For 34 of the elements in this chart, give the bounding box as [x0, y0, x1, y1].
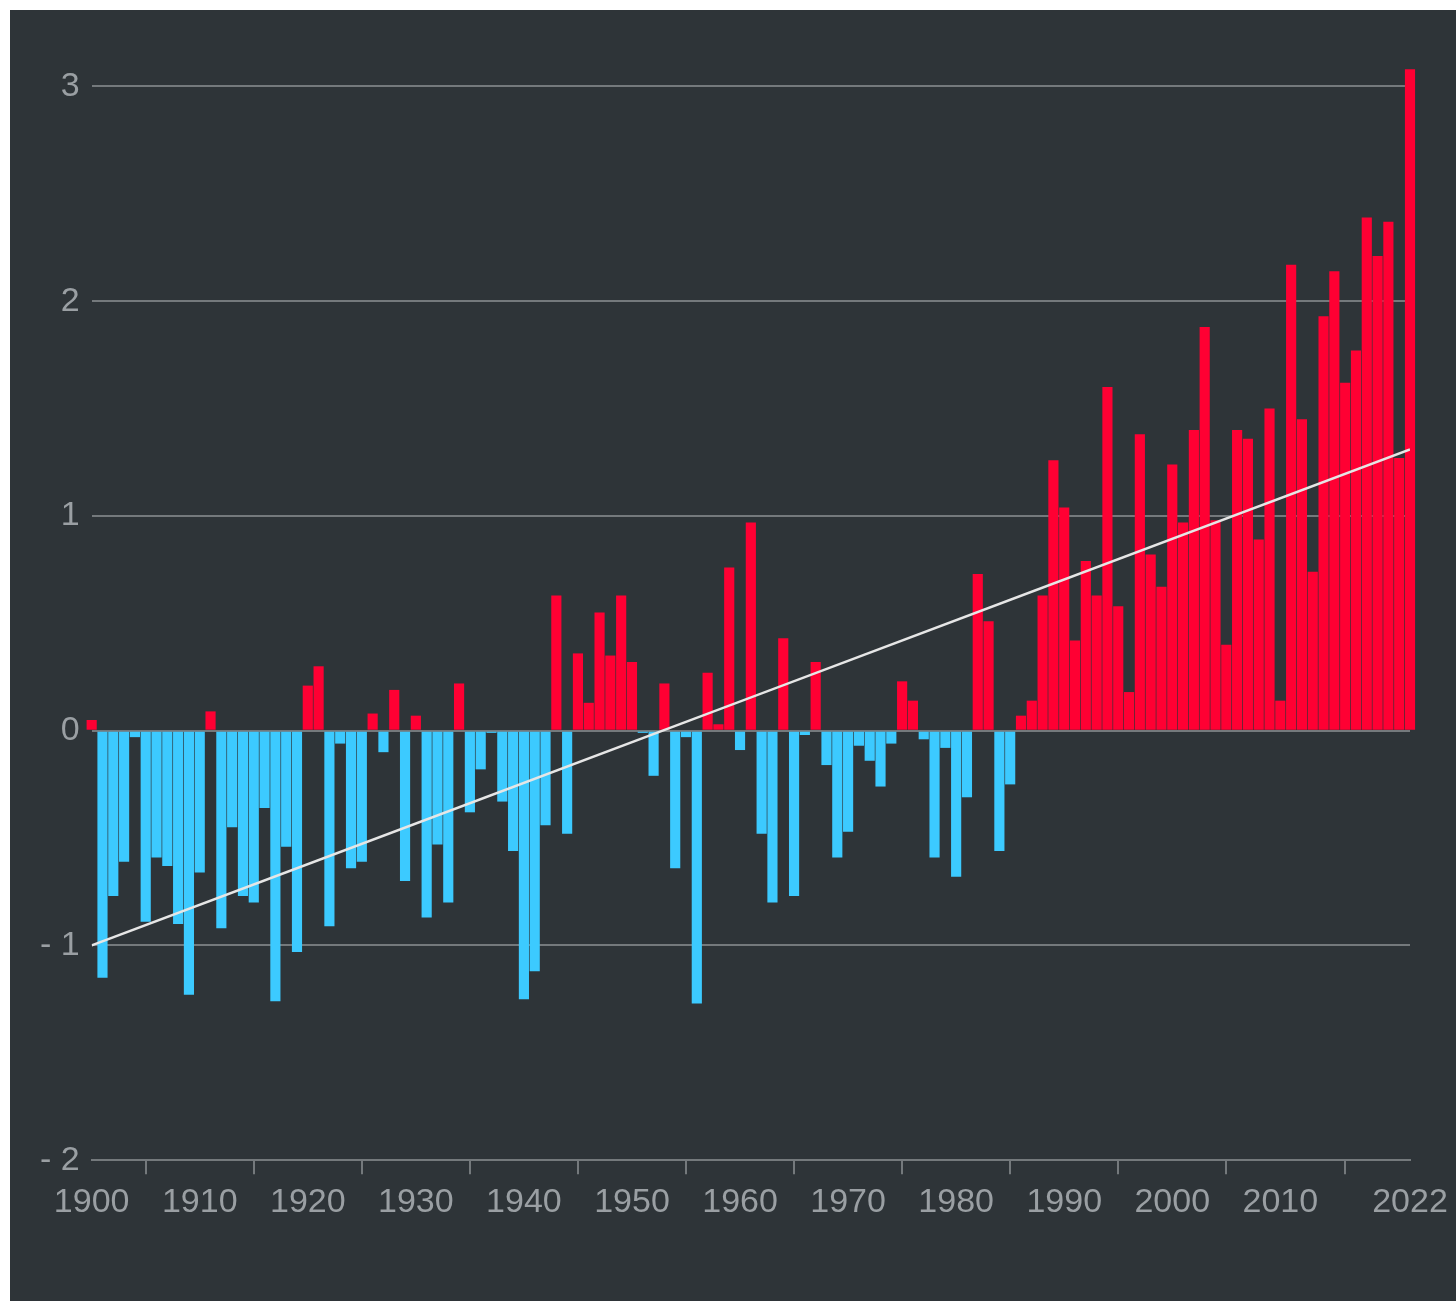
bar: [86, 719, 97, 730]
x-tick-label: 1970: [810, 1180, 886, 1219]
x-tick-label: 1950: [594, 1180, 670, 1219]
bar: [389, 689, 400, 730]
x-tick-label: 1990: [1026, 1180, 1103, 1219]
y-tick-label: 3: [60, 64, 80, 103]
bar: [378, 731, 389, 753]
y-tick-label: - 2: [39, 1138, 80, 1177]
bar: [778, 638, 789, 730]
bar: [659, 683, 670, 730]
x-tick-label: 1930: [378, 1180, 454, 1219]
y-tick-label: 2: [60, 279, 80, 318]
bar: [551, 595, 562, 730]
y-tick-label: 0: [60, 709, 80, 748]
bar: [454, 683, 465, 730]
x-tick-label: 1960: [702, 1180, 778, 1219]
bar: [410, 715, 421, 730]
x-tick-label: 2010: [1242, 1180, 1319, 1219]
bar: [810, 661, 821, 730]
bar: [399, 731, 411, 882]
x-tick-label: 1940: [486, 1180, 562, 1219]
bar: [734, 731, 746, 751]
x-tick-label: 1920: [269, 1180, 346, 1219]
bar: [562, 731, 573, 834]
bar: [745, 522, 756, 730]
y-tick-label: 1: [60, 494, 80, 533]
bar: [205, 711, 216, 730]
y-tick-label: - 1: [39, 923, 80, 962]
x-tick-label: 1910: [161, 1180, 238, 1219]
bar: [367, 713, 378, 730]
x-tick-label: 1900: [53, 1180, 130, 1219]
x-tick-label: 2000: [1134, 1180, 1211, 1219]
x-tick-label: 1980: [918, 1180, 994, 1219]
x-tick-label: 2022: [1372, 1180, 1448, 1219]
